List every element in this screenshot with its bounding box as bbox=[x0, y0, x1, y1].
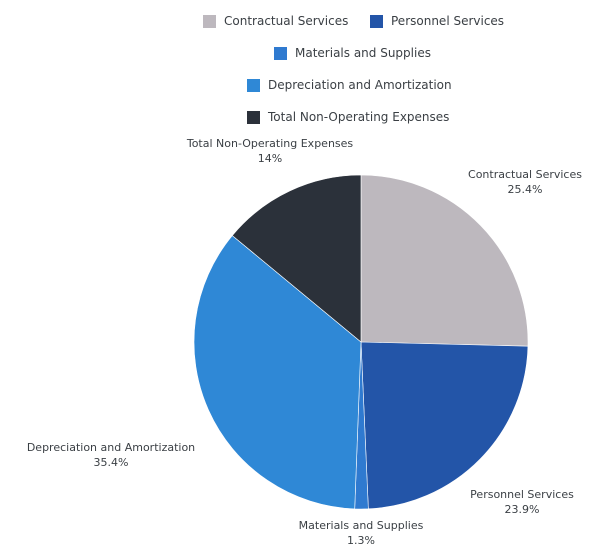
legend-item-personnel-services[interactable]: Personnel Services bbox=[370, 11, 504, 31]
legend-label: Materials and Supplies bbox=[295, 46, 431, 60]
legend-item-contractual-services[interactable]: Contractual Services bbox=[203, 11, 348, 31]
slice-label-materials-and-supplies: Materials and Supplies 1.3% bbox=[299, 518, 424, 548]
pie-slice-depreciation-and-amortization[interactable] bbox=[193, 235, 362, 510]
legend-swatch bbox=[203, 14, 216, 28]
slice-label-contractual-services: Contractual Services 25.4% bbox=[468, 167, 582, 197]
slice-label-value: 23.9% bbox=[504, 503, 540, 516]
slice-label-personnel-services: Personnel Services 23.9% bbox=[470, 487, 574, 517]
slice-label-value: 1.3% bbox=[347, 534, 375, 547]
legend-item-depreciation-and-amortization[interactable]: Depreciation and Amortization bbox=[247, 75, 452, 95]
legend-item-materials-and-supplies[interactable]: Materials and Supplies bbox=[274, 43, 431, 63]
slice-label-name: Personnel Services bbox=[470, 488, 574, 501]
legend-item-total-non-operating-expenses[interactable]: Total Non-Operating Expenses bbox=[247, 107, 449, 127]
legend-label: Depreciation and Amortization bbox=[268, 78, 452, 92]
slice-label-value: 35.4% bbox=[93, 456, 129, 469]
pie-slice-contractual-services[interactable] bbox=[360, 174, 529, 347]
slice-label-name: Depreciation and Amortization bbox=[26, 441, 196, 454]
legend-label: Contractual Services bbox=[224, 14, 349, 28]
legend-swatch bbox=[370, 14, 383, 28]
legend-swatch bbox=[247, 110, 260, 124]
pie-slice-total-non-operating-expenses[interactable] bbox=[231, 174, 362, 343]
slice-label-name: Materials and Supplies bbox=[298, 519, 424, 532]
slice-label-total-non-operating-expenses: Total Non-Operating Expenses 14% bbox=[187, 136, 353, 166]
legend-swatch bbox=[247, 78, 260, 92]
slice-label-value: 25.4% bbox=[507, 183, 543, 196]
slice-label-name: Total Non-Operating Expenses bbox=[186, 137, 354, 150]
slice-label-depreciation-and-amortization: Depreciation and Amortization 35.4% bbox=[27, 440, 195, 470]
pie-slice-personnel-services[interactable] bbox=[360, 341, 529, 510]
legend-label: Total Non-Operating Expenses bbox=[268, 110, 450, 124]
legend-label: Personnel Services bbox=[391, 14, 505, 28]
slice-label-value: 14% bbox=[257, 152, 283, 165]
legend-swatch bbox=[274, 46, 287, 60]
slice-label-name: Contractual Services bbox=[468, 168, 582, 181]
